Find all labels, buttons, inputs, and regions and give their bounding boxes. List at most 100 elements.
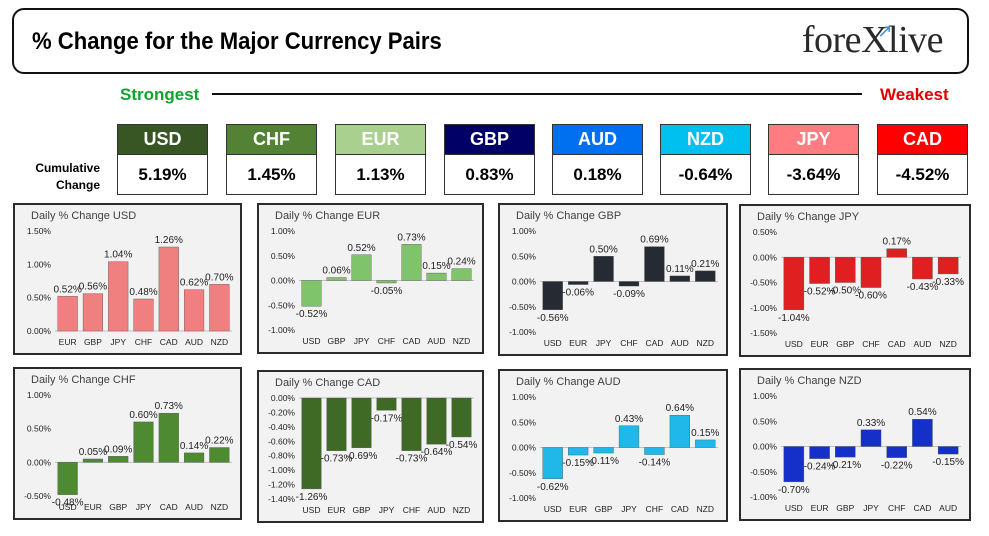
data-label: -0.14% — [639, 458, 671, 469]
data-label: 0.43% — [615, 414, 643, 425]
bar-nzd — [451, 397, 472, 438]
bar-nzd — [695, 439, 716, 448]
data-label: -0.64% — [421, 447, 453, 458]
data-label: -0.54% — [446, 440, 478, 451]
x-tick-label: AUD — [913, 339, 931, 349]
strength-divider — [212, 93, 862, 95]
y-tick-label: 0.00% — [753, 252, 778, 262]
x-tick-label: GBP — [595, 504, 613, 514]
data-label: 0.14% — [180, 441, 208, 452]
currency-code: JPY — [768, 124, 859, 155]
bar-gbp — [835, 257, 856, 283]
bar-usd — [57, 462, 78, 495]
chart-title: Daily % Change CHF — [31, 374, 136, 386]
logo-text-main: fore — [801, 19, 862, 61]
bar-cad — [669, 414, 690, 448]
logo-x-letter: X — [861, 19, 889, 61]
chart-panel-4: Daily % Change CHF 1.00% 0.50% 0.00% -0.50% U… — [13, 367, 242, 520]
data-label: -0.70% — [778, 485, 810, 496]
bar-chf — [133, 298, 154, 332]
data-label: -0.60% — [855, 291, 887, 302]
data-label: 0.24% — [447, 257, 475, 268]
bar-aud — [426, 272, 447, 281]
data-label: 0.69% — [640, 235, 668, 246]
y-tick-label: 0.50% — [27, 293, 52, 303]
data-label: -0.48% — [52, 498, 84, 509]
x-tick-label: NZD — [453, 336, 470, 346]
x-tick-label: CHF — [135, 337, 152, 347]
bar-chf — [401, 397, 422, 451]
bar-cad — [644, 246, 665, 282]
bar-jpy — [618, 425, 640, 448]
currency-tile-usd: USD 5.19% — [117, 124, 208, 195]
currency-code: EUR — [335, 124, 426, 155]
bar-gbp — [593, 447, 614, 454]
x-tick-label: JPY — [863, 503, 879, 513]
y-tick-label: 0.50% — [753, 416, 778, 426]
bar-nzd — [937, 257, 959, 275]
x-tick-label: AUD — [185, 502, 203, 512]
y-tick-label: 0.50% — [753, 227, 778, 237]
bar-gbp — [108, 456, 129, 463]
x-tick-label: CHF — [378, 336, 395, 346]
x-tick-label: EUR — [569, 504, 587, 514]
data-label: -0.17% — [371, 413, 403, 424]
data-label: 0.17% — [883, 237, 911, 248]
data-label: -0.06% — [562, 288, 594, 299]
bar-usd — [542, 281, 563, 310]
cumulative-change-value: 1.13% — [335, 155, 426, 195]
y-tick-label: -0.40% — [268, 422, 295, 432]
logo-x: X ↗ — [861, 19, 892, 61]
y-tick-label: -0.50% — [750, 467, 777, 477]
data-label: -0.73% — [396, 454, 428, 465]
bar-gbp — [351, 397, 372, 448]
x-tick-label: EUR — [811, 339, 829, 349]
x-tick-label: USD — [785, 339, 803, 349]
y-tick-label: -1.20% — [268, 480, 295, 490]
x-tick-label: CHF — [403, 505, 420, 515]
x-tick-label: GBP — [836, 339, 854, 349]
bar-nzd — [209, 447, 230, 463]
x-tick-label: NZD — [939, 339, 956, 349]
y-tick-label: -1.40% — [268, 494, 295, 504]
chart-title: Daily % Change AUD — [516, 376, 621, 388]
bar-eur — [326, 397, 347, 451]
bar-aud — [184, 289, 205, 332]
bar-chf — [860, 257, 882, 288]
chart-svg: Daily % Change USD 1.50% 1.00% 0.50% 0.00% EU… — [27, 210, 234, 347]
x-tick-label: JPY — [621, 504, 637, 514]
data-label: -0.52% — [804, 287, 836, 298]
data-label: -0.15% — [932, 457, 964, 468]
x-tick-label: USD — [544, 504, 562, 514]
y-tick-label: -0.80% — [268, 451, 295, 461]
currency-code: GBP — [444, 124, 535, 155]
data-label: 1.26% — [155, 235, 183, 246]
data-label: -1.26% — [296, 492, 328, 503]
y-tick-label: -0.50% — [24, 491, 51, 501]
data-label: 0.33% — [857, 418, 885, 429]
x-tick-label: CAD — [645, 338, 663, 348]
x-tick-label: NZD — [697, 338, 714, 348]
y-tick-label: 1.50% — [27, 226, 52, 236]
data-label: 0.70% — [205, 272, 233, 283]
data-label: 0.73% — [397, 232, 425, 243]
x-tick-label: JPY — [379, 505, 395, 515]
y-tick-label: 1.00% — [27, 390, 52, 400]
x-tick-label: CHF — [620, 338, 637, 348]
chart-svg: Daily % Change NZD1.00%0.50%0.00%-0.50%-… — [750, 375, 964, 513]
x-tick-label: NZD — [211, 502, 228, 512]
bar-aud — [669, 275, 690, 282]
data-label: -0.05% — [371, 286, 403, 297]
y-tick-label: -1.00% — [750, 303, 777, 313]
data-label: -0.56% — [537, 313, 569, 324]
bar-nzd — [451, 268, 472, 281]
y-tick-label: 1.00% — [512, 392, 537, 402]
cumulative-change-value: -0.64% — [660, 155, 751, 195]
currency-tile-cad: CAD -4.52% — [877, 124, 968, 195]
bar-jpy — [133, 421, 154, 463]
x-tick-label: JPY — [136, 502, 152, 512]
y-tick-label: -0.50% — [509, 468, 536, 478]
y-tick-label: -0.50% — [268, 300, 295, 310]
y-tick-label: -0.50% — [509, 302, 536, 312]
strongest-label: Strongest — [120, 85, 200, 104]
